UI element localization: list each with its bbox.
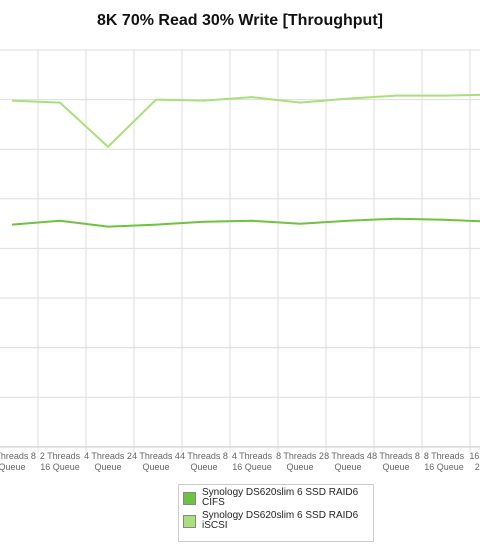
x-tick-label: 4 Threads 16 Queue: [231, 451, 273, 472]
x-tick-label: 8 Threads 8 Queue: [372, 451, 420, 472]
x-tick-label: 8 Threads 4 Queue: [324, 451, 372, 472]
x-tick-label: 4 Threads 2 Queue: [84, 451, 132, 472]
x-tick-label: 2 Threads 8 Queue: [0, 451, 36, 472]
legend-label: Synology DS620slim 6 SSD RAID6 iSCSI: [202, 510, 359, 531]
series-line: [11, 93, 480, 149]
legend-item: Synology DS620slim 6 SSD RAID6 iSCSI: [183, 511, 369, 531]
legend-item: Synology DS620slim 6 SSD RAID6 CIFS: [183, 488, 369, 508]
legend-label: Synology DS620slim 6 SSD RAID6 CIFS: [202, 487, 359, 508]
x-tick-label: 8 Threads 16 Queue: [423, 451, 465, 472]
x-tick-label: 4 Threads 4 Queue: [132, 451, 180, 472]
series-line: [11, 217, 480, 228]
legend-swatch: [183, 514, 196, 528]
plot-area: [0, 49, 480, 452]
legend-swatch: [183, 491, 196, 505]
x-tick-label: 16 Threads 2 Queue: [469, 451, 480, 472]
chart-title: 8K 70% Read 30% Write [Throughput]: [97, 12, 383, 29]
x-tick-label: 4 Threads 8 Queue: [180, 451, 228, 472]
legend: Synology DS620slim 6 SSD RAID6 CIFS Synol…: [178, 484, 374, 542]
x-tick-label: 8 Threads 2 Queue: [276, 451, 324, 472]
x-tick-label: 2 Threads 16 Queue: [39, 451, 81, 472]
